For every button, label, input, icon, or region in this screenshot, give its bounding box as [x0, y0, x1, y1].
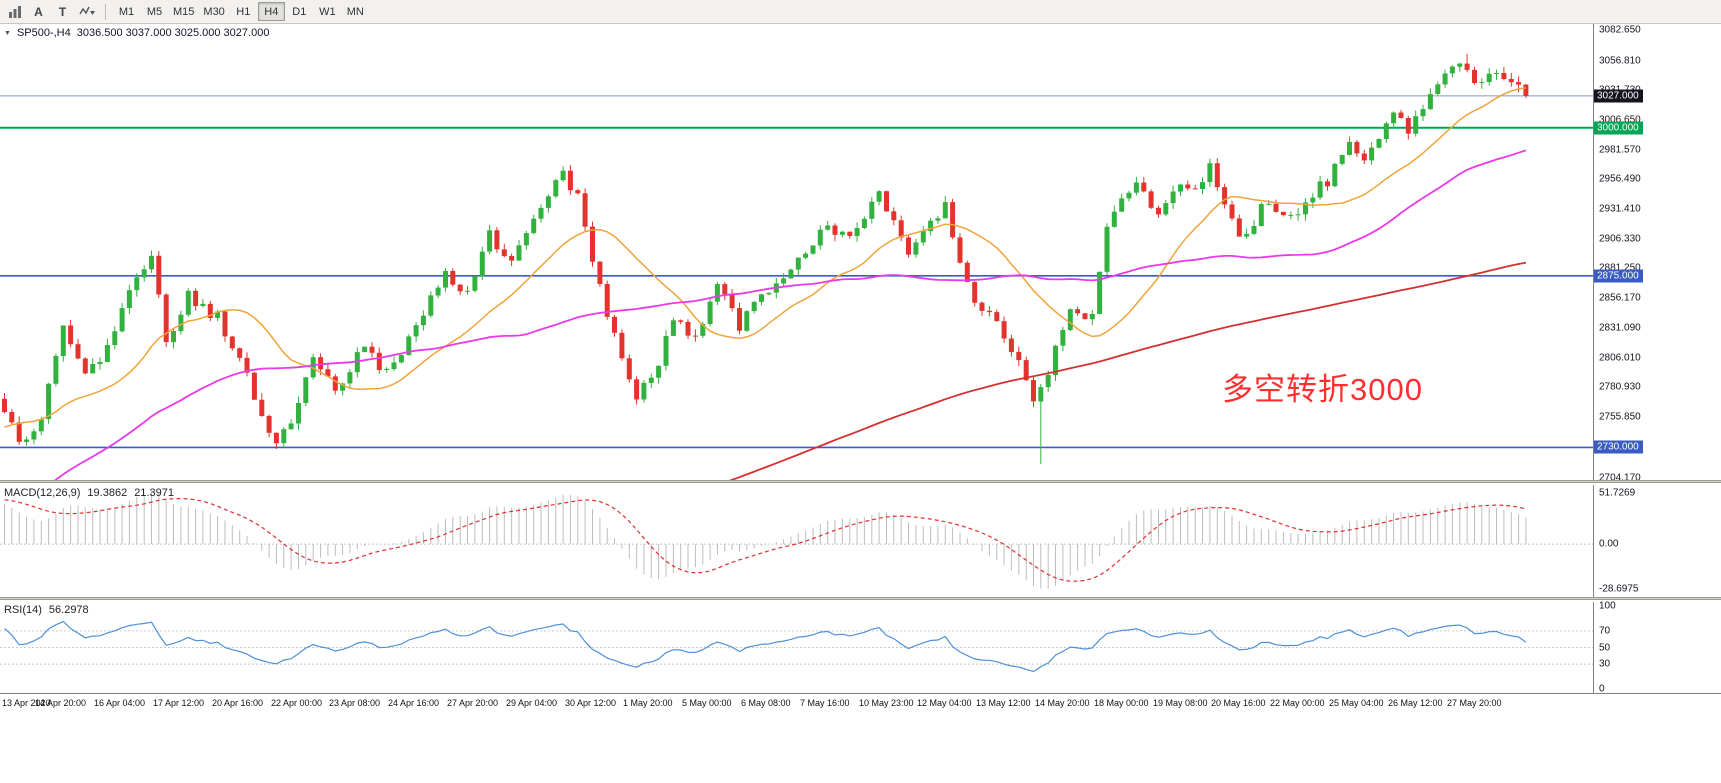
rsi-axis[interactable]: 100 70 50 30 0 — [1593, 600, 1721, 695]
macd-axis-zero: 0.00 — [1599, 538, 1619, 550]
macd-axis-max: 51.7269 — [1599, 487, 1636, 499]
timeframe-button-m15[interactable]: M15 — [169, 2, 198, 21]
time-axis-label: 12 May 04:00 — [917, 698, 972, 708]
chinese-annotation: 多空转折3000 — [1222, 372, 1423, 407]
price-axis-label: 2806.010 — [1599, 352, 1641, 363]
price-axis-label: 2881.250 — [1599, 263, 1641, 274]
price-tag: 2730.000 — [1594, 440, 1643, 454]
text-t-icon[interactable]: T — [58, 4, 67, 19]
toolbar-separator — [105, 3, 106, 20]
symbol-label: SP500-,H4 — [16, 27, 71, 39]
macd-axis[interactable]: 51.7269 0.00 -28.6975 — [1593, 485, 1721, 597]
rsi-title: RSI(14) 56.2978 — [4, 604, 89, 616]
time-axis-label: 23 Apr 08:00 — [329, 698, 381, 708]
price-tag: 2875.000 — [1594, 269, 1643, 283]
rsi-value: 56.2978 — [48, 604, 89, 616]
time-axis-label: 24 Apr 16:00 — [388, 698, 440, 708]
time-axis[interactable]: 13 Apr 2020 14 Apr 20:00 16 Apr 04:00 17 Ap… — [0, 693, 1721, 715]
price-axis-label: 2704.170 — [1599, 472, 1641, 484]
time-axis-label: 14 May 20:00 — [1035, 698, 1090, 708]
macd-main-value: 19.3862 — [87, 487, 128, 499]
time-axis-label: 7 May 16:00 — [800, 698, 850, 708]
panel-separator[interactable] — [0, 597, 1721, 600]
time-axis-label: 20 May 16:00 — [1211, 698, 1266, 708]
macd-plot[interactable]: MACD(12,26,9) 19.3862 21.3971 — [0, 485, 1593, 597]
indicator-dropdown-glyph — [78, 6, 95, 15]
price-axis-label: 2831.090 — [1599, 322, 1641, 334]
price-panel: ▼ SP500-,H4 3036.500 3037.000 3025.000 3… — [0, 24, 1721, 484]
price-axis-label: 3006.650 — [1599, 114, 1641, 126]
timeframe-button-m5[interactable]: M5 — [141, 2, 168, 21]
price-axis-label: 2906.330 — [1599, 233, 1641, 245]
rsi-axis-label: 70 — [1599, 625, 1611, 637]
price-axis-label: 2780.930 — [1599, 381, 1641, 393]
candlestick-svg — [0, 53, 1593, 480]
symbol-dropdown-icon[interactable]: ▼ — [4, 29, 11, 37]
time-axis-label: 27 Apr 20:00 — [447, 698, 499, 708]
price-axis[interactable]: 3082.6503056.8103031.7303006.6502981.570… — [1593, 24, 1721, 484]
price-tag: 3000.000 — [1594, 121, 1643, 135]
font-a-icon[interactable]: A — [34, 4, 43, 19]
time-axis-label: 13 Apr 2020 — [2, 698, 51, 708]
time-axis-label: 22 Apr 00:00 — [271, 698, 323, 708]
price-axis-label: 2755.850 — [1599, 411, 1641, 423]
price-axis-label: 2856.170 — [1599, 292, 1641, 304]
rsi-axis-label: 0 — [1599, 683, 1605, 695]
macd-svg — [0, 490, 1593, 589]
chart-ohlc-header: ▼ SP500-,H4 3036.500 3037.000 3025.000 3… — [4, 27, 269, 39]
macd-panel: MACD(12,26,9) 19.3862 21.3971 51.7269 0.0… — [0, 485, 1721, 597]
rsi-axis-label: 50 — [1599, 642, 1611, 653]
price-axis-label: 2981.570 — [1599, 144, 1641, 156]
time-axis-label: 16 Apr 04:00 — [94, 698, 146, 708]
timeframe-button-mn[interactable]: MN — [342, 2, 369, 21]
chart-bars-icon[interactable] — [3, 2, 26, 22]
time-axis-label: 1 May 20:00 — [623, 698, 673, 708]
chart-bars-glyph — [8, 5, 21, 18]
ohlc-values: 3036.500 3037.000 3025.000 3027.000 — [76, 27, 270, 39]
timeframe-button-h4[interactable]: H4 — [257, 2, 285, 21]
main-toolbar: A T M1 M5 M15 M30 H1 H4 D1 W1 MN — [0, 0, 1721, 24]
timeframe-button-m1[interactable]: M1 — [113, 2, 140, 21]
indicator-dropdown-icon[interactable] — [75, 2, 98, 22]
time-axis-label: 19 May 08:00 — [1153, 698, 1208, 708]
macd-title: MACD(12,26,9) 19.3862 21.3971 — [4, 487, 174, 499]
rsi-axis-label: 100 — [1599, 600, 1616, 612]
price-axis-label: 2956.490 — [1599, 173, 1641, 185]
timeframe-button-d1[interactable]: D1 — [286, 2, 313, 21]
timeframe-button-m30[interactable]: M30 — [199, 2, 228, 21]
rsi-panel: RSI(14) 56.2978 100 70 50 30 0 — [0, 600, 1721, 695]
macd-label: MACD(12,26,9) — [4, 487, 81, 499]
macd-signal-value: 21.3971 — [134, 487, 174, 499]
price-axis-label: 2931.410 — [1599, 203, 1641, 215]
time-axis-label: 5 May 00:00 — [682, 698, 732, 708]
rsi-label: RSI(14) — [4, 604, 42, 616]
time-axis-label: 18 May 00:00 — [1094, 698, 1149, 708]
time-axis-label: 10 May 23:00 — [859, 698, 914, 708]
price-axis-label: 3082.650 — [1599, 24, 1641, 36]
timeframe-button-h1[interactable]: H1 — [230, 2, 257, 21]
panel-separator[interactable] — [0, 480, 1721, 483]
rsi-axis-label: 30 — [1599, 658, 1611, 670]
time-axis-label: 22 May 00:00 — [1270, 698, 1325, 708]
time-axis-label: 26 May 12:00 — [1388, 698, 1443, 708]
time-axis-label: 6 May 08:00 — [741, 698, 791, 708]
price-axis-label: 3056.810 — [1599, 55, 1641, 67]
time-axis-label: 27 May 20:00 — [1447, 698, 1502, 708]
rsi-svg — [0, 620, 1593, 673]
time-axis-label: 20 Apr 16:00 — [212, 698, 264, 708]
macd-axis-min: -28.6975 — [1599, 583, 1639, 595]
time-axis-label: 17 Apr 12:00 — [153, 698, 205, 708]
timeframe-button-w1[interactable]: W1 — [314, 2, 341, 21]
time-axis-label: 29 Apr 04:00 — [506, 698, 558, 708]
time-axis-label: 13 May 12:00 — [976, 698, 1031, 708]
price-chart-plot[interactable]: ▼ SP500-,H4 3036.500 3037.000 3025.000 3… — [0, 24, 1593, 480]
price-tag: 3027.000 — [1594, 89, 1643, 103]
time-axis-label: 25 May 04:00 — [1329, 698, 1384, 708]
time-axis-label: 14 Apr 20:00 — [35, 698, 87, 708]
time-axis-label: 30 Apr 12:00 — [565, 698, 617, 708]
rsi-plot[interactable]: RSI(14) 56.2978 — [0, 602, 1593, 693]
